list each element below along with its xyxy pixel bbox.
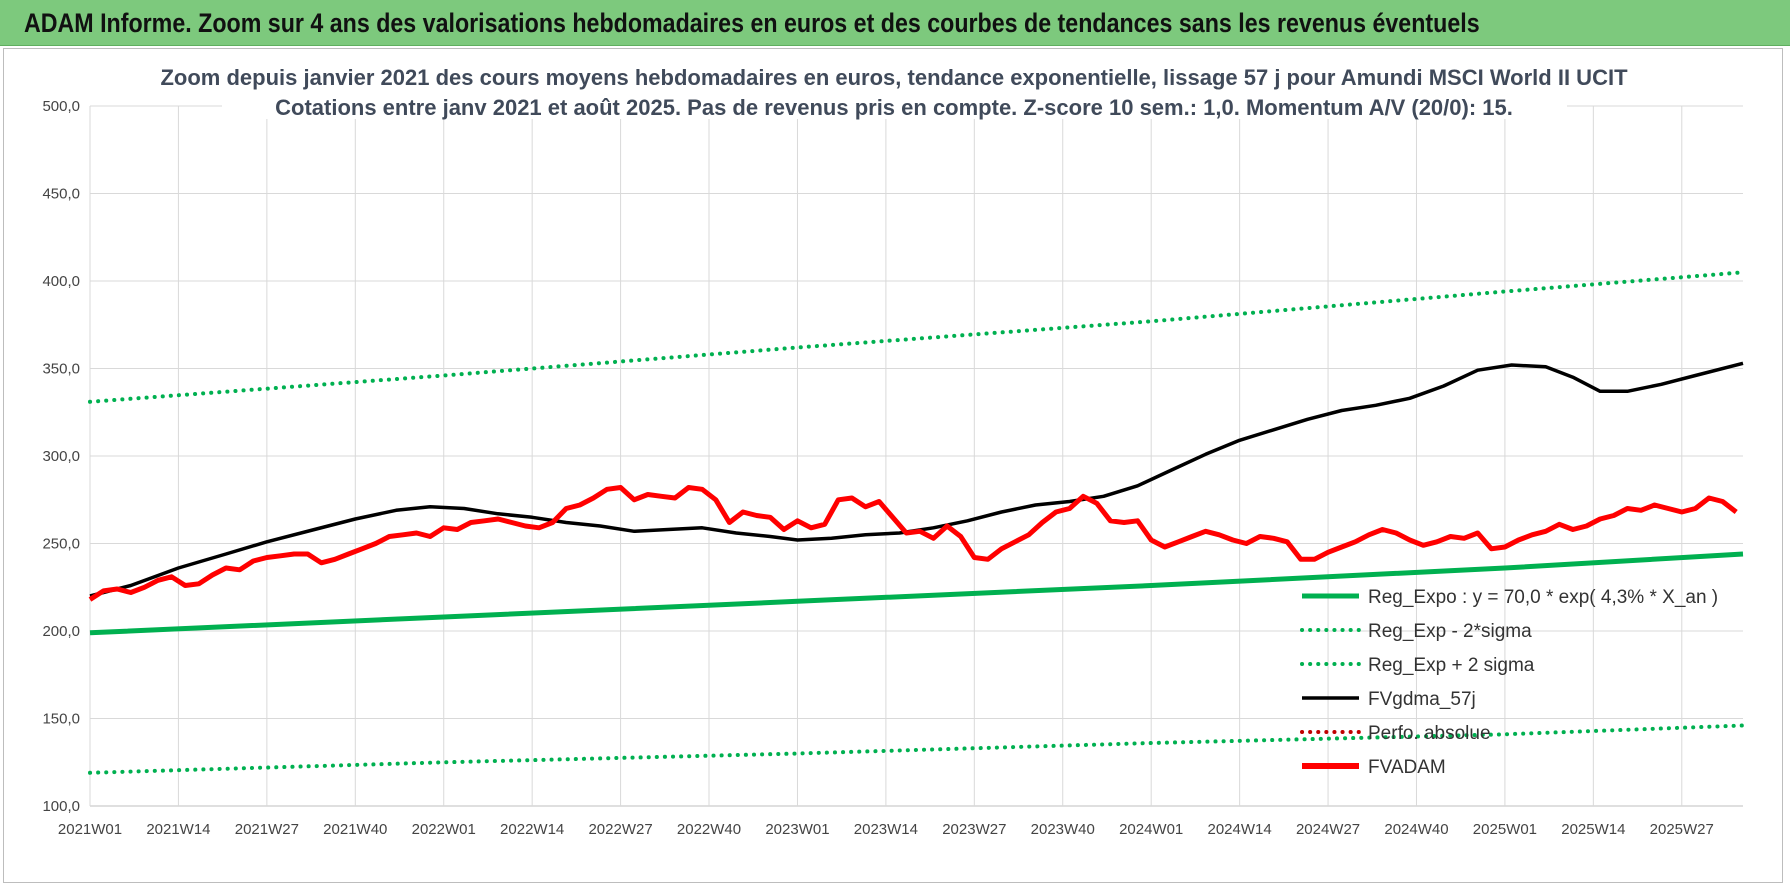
y-axis: 100,0 150,0 200,0 250,0 300,0 350,0 400,0 450,0… <box>42 98 80 815</box>
chart-title-line1: Zoom depuis janvier 2021 des cours moyen… <box>160 65 1628 90</box>
chart-frame: 100,0 150,0 200,0 250,0 300,0 350,0 400,0 450,0… <box>3 48 1783 883</box>
x-tick-label: 2023W40 <box>1031 821 1095 838</box>
y-tick-label: 150,0 <box>42 711 80 728</box>
banner: ADAM Informe. Zoom sur 4 ans des valoris… <box>0 0 1790 46</box>
x-axis: 2021W01 2021W14 2021W27 2021W40 2022W01 2022W… <box>58 821 1714 838</box>
title-backdrop <box>222 55 1567 119</box>
chart-title-line2: Cotations entre janv 2021 et août 2025. … <box>275 95 1513 120</box>
x-tick-label: 2025W27 <box>1650 821 1714 838</box>
y-tick-label: 500,0 <box>42 98 80 115</box>
grid <box>89 105 1743 807</box>
y-tick-label: 100,0 <box>42 798 80 815</box>
legend-label: Reg_Expo : y = 70,0 * exp( 4,3% * X_an ) <box>1368 587 1718 608</box>
x-tick-label: 2024W14 <box>1208 821 1272 838</box>
y-tick-label: 200,0 <box>42 623 80 640</box>
x-tick-label: 2023W14 <box>854 821 918 838</box>
y-tick-label: 250,0 <box>42 536 80 553</box>
x-tick-label: 2023W01 <box>765 821 829 838</box>
x-tick-label: 2021W40 <box>323 821 387 838</box>
x-tick-label: 2022W27 <box>588 821 652 838</box>
y-tick-label: 450,0 <box>42 186 80 203</box>
x-tick-label: 2024W01 <box>1119 821 1183 838</box>
x-tick-label: 2025W14 <box>1561 821 1625 838</box>
legend: Reg_Expo : y = 70,0 * exp( 4,3% * X_an )… <box>1300 587 1718 778</box>
legend-label: Reg_Exp - 2*sigma <box>1368 621 1532 642</box>
series-line-reg-exp-2-sigma <box>88 270 1745 404</box>
series-line-reg-exp-2-sigma <box>88 723 1745 775</box>
x-tick-label: 2022W40 <box>677 821 741 838</box>
banner-title: ADAM Informe. Zoom sur 4 ans des valoris… <box>24 8 1480 38</box>
y-tick-label: 400,0 <box>42 273 80 290</box>
x-tick-label: 2021W27 <box>235 821 299 838</box>
legend-label: Perfo. absolue <box>1368 723 1491 744</box>
x-tick-label: 2024W40 <box>1384 821 1448 838</box>
legend-label: Reg_Exp + 2 sigma <box>1368 655 1535 676</box>
legend-label: FVADAM <box>1368 757 1446 778</box>
series-group <box>88 270 1745 775</box>
x-tick-label: 2023W27 <box>942 821 1006 838</box>
x-tick-label: 2021W14 <box>146 821 210 838</box>
x-tick-label: 2021W01 <box>58 821 122 838</box>
series-line-fvgdma-57j <box>89 361 1744 598</box>
series-line-fvadam <box>88 485 1738 602</box>
x-tick-label: 2025W01 <box>1473 821 1537 838</box>
line-chart: 100,0 150,0 200,0 250,0 300,0 350,0 400,0 450,0… <box>42 55 1745 838</box>
x-tick-label: 2024W27 <box>1296 821 1360 838</box>
y-tick-label: 300,0 <box>42 448 80 465</box>
y-tick-label: 350,0 <box>42 361 80 378</box>
x-tick-label: 2022W14 <box>500 821 564 838</box>
series-line-reg-expo-y-70-0-exp-4-3-x-an <box>89 551 1744 636</box>
x-tick-label: 2022W01 <box>412 821 476 838</box>
legend-label: FVgdma_57j <box>1368 689 1476 710</box>
